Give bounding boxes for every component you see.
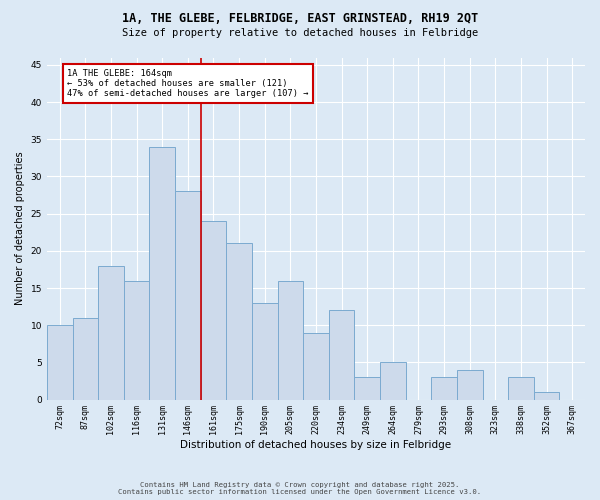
Bar: [124, 280, 149, 400]
Bar: [98, 266, 124, 400]
Text: 1A THE GLEBE: 164sqm
← 53% of detached houses are smaller (121)
47% of semi-deta: 1A THE GLEBE: 164sqm ← 53% of detached h…: [67, 68, 309, 98]
Text: 1A, THE GLEBE, FELBRIDGE, EAST GRINSTEAD, RH19 2QT: 1A, THE GLEBE, FELBRIDGE, EAST GRINSTEAD…: [122, 12, 478, 26]
Bar: [278, 280, 303, 400]
Bar: [73, 318, 98, 400]
Bar: [252, 303, 278, 400]
Bar: [380, 362, 406, 400]
Bar: [508, 378, 534, 400]
Bar: [534, 392, 559, 400]
Bar: [303, 332, 329, 400]
Bar: [47, 325, 73, 400]
Text: Contains HM Land Registry data © Crown copyright and database right 2025.
Contai: Contains HM Land Registry data © Crown c…: [118, 482, 482, 495]
Text: Size of property relative to detached houses in Felbridge: Size of property relative to detached ho…: [122, 28, 478, 38]
X-axis label: Distribution of detached houses by size in Felbridge: Distribution of detached houses by size …: [181, 440, 452, 450]
Bar: [200, 221, 226, 400]
Bar: [329, 310, 355, 400]
Y-axis label: Number of detached properties: Number of detached properties: [15, 152, 25, 306]
Bar: [149, 146, 175, 400]
Bar: [226, 244, 252, 400]
Bar: [457, 370, 482, 400]
Bar: [355, 378, 380, 400]
Bar: [431, 378, 457, 400]
Bar: [175, 192, 200, 400]
